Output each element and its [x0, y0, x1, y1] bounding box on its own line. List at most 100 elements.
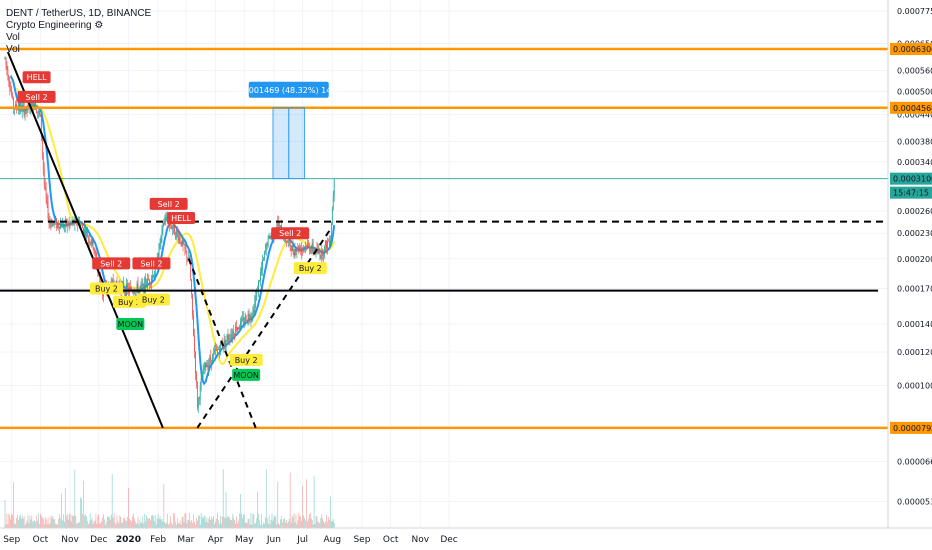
volume-bar [267, 523, 269, 528]
volume-bar [50, 515, 52, 528]
candle-body [136, 283, 138, 290]
candle-body [36, 109, 37, 113]
volume-bar [206, 517, 208, 528]
volume-label-2[interactable]: Vol [6, 44, 20, 55]
candle-body [215, 349, 216, 351]
volume-label-1[interactable]: Vol [6, 32, 20, 43]
candle-body [94, 251, 96, 253]
volume-bar [232, 513, 234, 528]
candle-body [141, 284, 143, 286]
indicator-label[interactable]: Crypto Engineering ⚙ [6, 20, 151, 32]
candle-body [218, 349, 219, 351]
volume-bar [94, 520, 96, 528]
time-tick-label: Dec [90, 535, 107, 545]
candle-body [223, 339, 225, 346]
signal-label: Sell 2 [158, 200, 180, 209]
candle-body [50, 222, 52, 224]
candle-body [112, 279, 114, 285]
volume-bar [236, 516, 237, 528]
volume-bar [44, 516, 46, 528]
candle-body [8, 79, 10, 84]
volume-bar [219, 515, 221, 528]
signal-label: HELL [171, 214, 192, 223]
candle-body [261, 268, 262, 272]
candle-body [326, 241, 327, 249]
volume-bar [130, 520, 131, 528]
candle-body [298, 246, 300, 251]
volume-bar [104, 519, 105, 528]
candle-body [270, 235, 272, 239]
candle-body [16, 104, 17, 109]
candle-body [6, 63, 8, 70]
settings-icon[interactable]: ⚙ [94, 20, 104, 31]
candle-body [312, 242, 314, 253]
volume-bar [24, 524, 26, 528]
candle-body [248, 314, 250, 318]
volume-bar [19, 516, 20, 528]
down-trend-line-dashed [187, 258, 257, 429]
candle-body [129, 287, 131, 289]
volume-bar [250, 513, 252, 528]
price-label: 0.0000793 [893, 424, 932, 433]
volume-bar [327, 522, 328, 528]
volume-bar [303, 515, 304, 528]
candle-body [40, 114, 41, 117]
candle-body [11, 90, 13, 96]
candle-body [277, 221, 279, 229]
volume-bar [37, 520, 38, 528]
volume-bar [195, 524, 196, 528]
volume-bar [97, 515, 99, 528]
candle-body [320, 256, 322, 259]
volume-bar [174, 521, 176, 528]
volume-bar [156, 518, 158, 528]
volume-bar [49, 522, 51, 528]
volume-bar [247, 518, 249, 528]
candle-body [39, 111, 40, 115]
volume-bar [191, 520, 192, 528]
candle-body [197, 398, 199, 408]
volume-bar [121, 522, 123, 528]
candle-body [182, 240, 184, 245]
volume-bar [306, 479, 307, 528]
candle-body [62, 223, 63, 228]
price-tick-label: 0.0000530 [897, 498, 932, 507]
volume-bar [82, 513, 83, 528]
volume-bar [197, 520, 198, 528]
volume-bar [138, 524, 140, 528]
candle-body [22, 104, 24, 108]
candle-body [125, 291, 126, 297]
volume-bar [168, 524, 169, 528]
symbol-title[interactable]: DENT / TetherUS, 1D, BINANCE [6, 8, 152, 19]
candle-body [70, 222, 72, 224]
volume-bar [163, 484, 165, 528]
volume-bar [60, 518, 61, 528]
volume-bar [259, 520, 260, 528]
volume-bar [14, 522, 15, 528]
volume-bar [59, 514, 60, 528]
candle-body [151, 277, 152, 284]
volume-bar [5, 524, 7, 528]
candle-body [187, 258, 189, 260]
price-tick-label: 0.0002300 [897, 229, 932, 238]
candle-body [201, 378, 203, 380]
signal-label: Sell 2 [279, 229, 301, 238]
volume-bar [314, 524, 316, 528]
price-tick-label: 0.0003400 [897, 158, 932, 167]
signal-marker-sell [271, 227, 310, 240]
candle-body [252, 309, 254, 317]
candle-body [152, 275, 154, 278]
signal-label: Buy 2 [142, 296, 165, 305]
candle-body [137, 283, 139, 294]
candle-body [289, 241, 291, 249]
candle-body [305, 245, 306, 248]
volume-bar [174, 513, 175, 528]
candle-body [214, 350, 215, 353]
volume-bar [290, 522, 292, 528]
volume-bar [325, 521, 326, 528]
volume-bar [137, 516, 139, 528]
down-trend-line [6, 51, 164, 429]
time-tick-label: Sep [3, 535, 20, 545]
volume-bar [29, 515, 31, 528]
volume-bar [149, 517, 150, 528]
